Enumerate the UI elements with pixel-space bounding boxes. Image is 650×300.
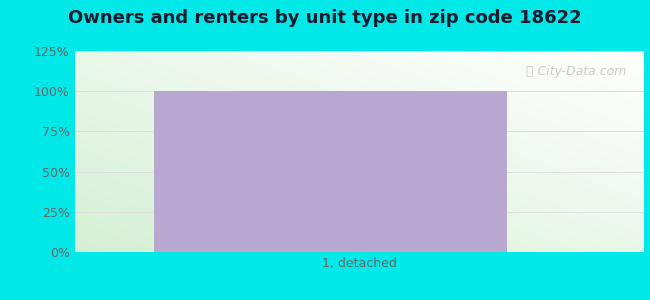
Text: Owners and renters by unit type in zip code 18622: Owners and renters by unit type in zip c… xyxy=(68,9,582,27)
Text: ⓘ City-Data.com: ⓘ City-Data.com xyxy=(526,65,627,78)
Bar xyxy=(155,91,507,252)
